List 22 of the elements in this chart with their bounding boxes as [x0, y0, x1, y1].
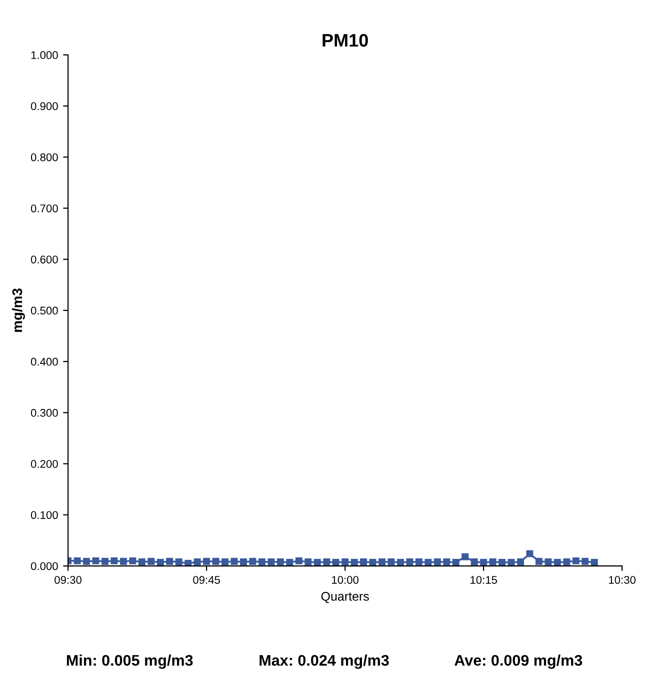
x-axis-title: Quarters: [321, 592, 369, 604]
chart-title: PM10: [322, 34, 368, 47]
y-tick-label: 1.000: [31, 51, 58, 60]
y-tick-label: 0.200: [30, 460, 58, 468]
x-tick-label: 10:15: [470, 576, 498, 584]
y-tick-label: 0.900: [30, 102, 58, 110]
y-tick-label: 0.300: [30, 408, 58, 417]
y-axis-title: mg/m3: [12, 288, 25, 332]
y-tick-label: 0.800: [30, 153, 58, 162]
x-tick-label: 10:30: [609, 576, 636, 584]
y-tick-label: 0.600: [30, 256, 58, 264]
text: Ave: 0.009 mg/m3: [454, 654, 582, 669]
text: Min: 0.005 mg/m3: [66, 654, 193, 669]
text: Max: 0.024 mg/m3: [260, 654, 389, 669]
x-tick-label: 10:00: [332, 576, 359, 584]
y-tick-label: 0.100: [30, 511, 58, 519]
y-tick-label: 0.500: [30, 306, 58, 315]
x-tick-label: 09:45: [193, 576, 220, 584]
x-tick-label: 09:30: [54, 576, 82, 584]
y-tick-label: 0.400: [30, 358, 58, 366]
y-tick-label: 0.000: [30, 562, 58, 570]
y-tick-label: 0.700: [30, 204, 58, 212]
